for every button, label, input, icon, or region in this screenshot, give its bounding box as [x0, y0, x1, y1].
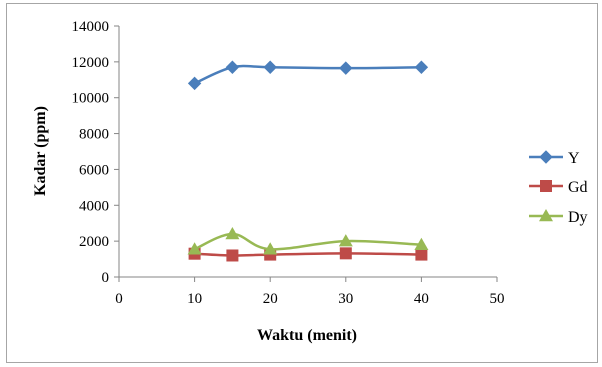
y-tick-label: 2000	[79, 234, 109, 250]
series-dy	[187, 226, 429, 255]
legend-label: Dy	[568, 209, 588, 226]
y-tick-label: 12000	[72, 55, 110, 71]
y-tick-label: 8000	[79, 127, 109, 143]
y-axis-title: Kadar (ppm)	[32, 106, 49, 196]
data-point-y	[339, 61, 353, 75]
series-layer	[187, 60, 429, 262]
legend-item-gd: Gd	[529, 179, 588, 196]
data-point-gd	[339, 247, 352, 260]
data-point-gd	[415, 248, 428, 261]
data-point-gd	[226, 249, 239, 262]
legend-item-dy: Dy	[529, 209, 588, 226]
series-gd	[188, 247, 428, 262]
series-y	[187, 60, 429, 91]
legend: Y Gd Dy	[529, 150, 588, 226]
y-ticks: 0 2000 4000 6000 8000 10000 12000 14000	[72, 19, 119, 286]
x-tick-label: 10	[187, 291, 202, 307]
x-ticks: 0 10 20 30 40 50	[115, 277, 505, 307]
y-tick-label: 10000	[72, 91, 110, 107]
data-point-dy	[414, 237, 429, 250]
y-tick-label: 0	[102, 270, 110, 286]
x-tick-label: 20	[263, 291, 278, 307]
chart-frame	[6, 3, 598, 363]
y-tick-label: 4000	[79, 198, 109, 214]
data-point-y	[187, 76, 202, 91]
legend-item-y: Y	[529, 150, 580, 167]
x-axis-title: Waktu (menit)	[257, 327, 357, 344]
x-tick-label: 30	[338, 291, 353, 307]
legend-label: Gd	[568, 179, 588, 196]
legend-swatch-marker	[539, 150, 553, 164]
legend-swatch-marker	[539, 209, 553, 222]
x-tick-label: 0	[115, 291, 123, 307]
data-point-y	[414, 60, 429, 74]
data-point-y	[263, 60, 277, 74]
data-point-y	[225, 60, 240, 74]
x-tick-label: 50	[490, 291, 505, 307]
legend-swatch-marker	[540, 180, 552, 192]
axes	[118, 26, 497, 278]
data-point-dy	[338, 234, 353, 247]
data-point-dy	[187, 242, 202, 255]
data-point-dy	[225, 226, 240, 240]
legend-label: Y	[568, 150, 580, 167]
data-point-dy	[263, 242, 278, 255]
y-tick-label: 6000	[79, 162, 109, 178]
x-tick-label: 40	[414, 291, 429, 307]
y-tick-label: 14000	[72, 19, 110, 35]
